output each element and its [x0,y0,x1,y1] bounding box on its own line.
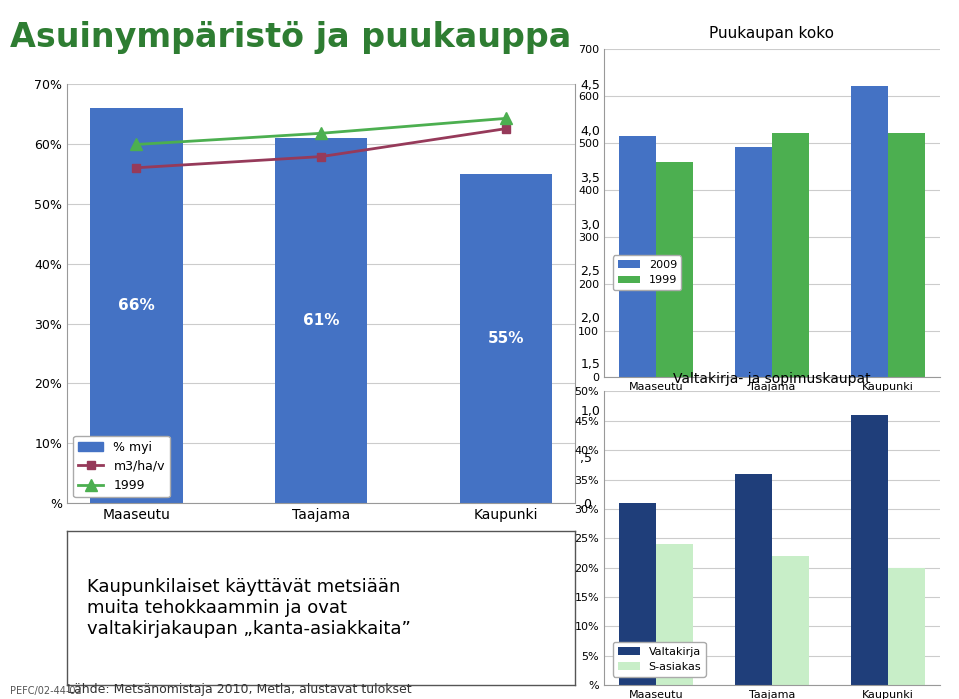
Bar [90,108,182,503]
1999 [130,140,142,149]
m3/ha/v [501,124,512,133]
Bar [656,161,693,377]
Bar [656,544,693,685]
Legend: Valtakirja, S-asiakas: Valtakirja, S-asiakas [613,642,706,677]
Bar [620,136,656,377]
Bar [851,415,888,685]
Text: 61%: 61% [303,313,339,328]
Bar [620,503,656,685]
Line: 1999: 1999 [130,113,512,150]
Line: m3/ha/v: m3/ha/v [132,124,510,172]
Legend: % myi, m3/ha/v, 1999: % myi, m3/ha/v, 1999 [74,435,170,497]
Bar [888,568,924,685]
Title: Puukaupan koko: Puukaupan koko [710,26,834,41]
Text: PEFC/02-44-02: PEFC/02-44-02 [10,686,82,696]
Bar [460,174,552,503]
m3/ha/v [316,152,327,161]
m3/ha/v [130,164,142,172]
Title: Valtakirja- ja sopimuskaupat: Valtakirja- ja sopimuskaupat [673,372,871,386]
Text: Asuinympäristö ja puukauppa: Asuinympäristö ja puukauppa [10,21,571,54]
1999 [316,129,327,138]
Bar [888,134,924,377]
1999 [501,114,512,122]
Bar [772,134,809,377]
Text: 66%: 66% [118,298,154,313]
Bar [275,138,367,503]
Bar [735,147,772,377]
Text: 55%: 55% [488,331,525,346]
Text: Kaupunkilaiset käyttävät metsiään
muita tehokkaammin ja ovat
valtakirjakaupan „k: Kaupunkilaiset käyttävät metsiään muita … [87,578,411,638]
Bar [772,556,809,685]
Text: Lähde: Metsänomistaja 2010, Metla, alustavat tulokset: Lähde: Metsänomistaja 2010, Metla, alust… [67,682,411,696]
Bar [735,474,772,685]
Bar [851,87,888,377]
Legend: 2009, 1999: 2009, 1999 [613,255,682,290]
